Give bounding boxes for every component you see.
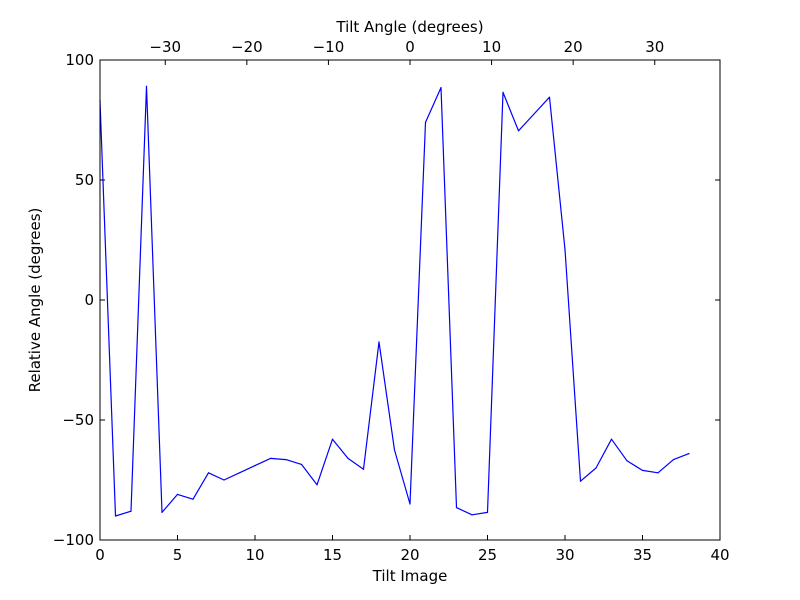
- x-tick-label: 15: [323, 546, 342, 564]
- top-x-tick-label: 10: [482, 38, 501, 56]
- data-point: [564, 249, 566, 251]
- data-point: [300, 463, 303, 465]
- series-line: [99, 85, 690, 517]
- top-x-tick-label: 0: [405, 38, 415, 56]
- data-point: [347, 457, 349, 459]
- data-point: [471, 514, 473, 516]
- y-axis-label: Relative Angle (degrees): [26, 208, 44, 393]
- top-x-axis-label: Tilt Angle (degrees): [335, 18, 483, 36]
- data-point: [595, 467, 597, 469]
- data-point: [130, 510, 132, 512]
- x-tick-label: 10: [245, 546, 264, 564]
- data-point: [626, 460, 628, 462]
- data-point: [688, 453, 690, 455]
- y-tick-label: −50: [62, 411, 94, 429]
- plot-area: [99, 85, 690, 517]
- top-x-tick-label: −30: [149, 38, 181, 56]
- data-point: [672, 459, 675, 461]
- data-point: [548, 96, 551, 98]
- top-x-tick-label: −10: [313, 38, 345, 56]
- data-point: [486, 511, 489, 513]
- data-point: [254, 465, 256, 467]
- y-tick-label: 50: [75, 171, 94, 189]
- data-point: [610, 438, 613, 440]
- data-point: [455, 507, 458, 509]
- y-tick-label: −100: [53, 531, 94, 549]
- data-point: [331, 438, 334, 440]
- data-point: [579, 480, 582, 482]
- data-point: [285, 459, 287, 461]
- data-point: [393, 449, 396, 451]
- x-tick-label: 0: [95, 546, 105, 564]
- data-point: [176, 493, 179, 495]
- x-axis-label: Tilt Image: [372, 567, 448, 585]
- top-x-tick-label: 30: [645, 38, 664, 56]
- axes-frame: [99, 59, 721, 541]
- y-tick-label: 100: [65, 51, 94, 69]
- data-point: [502, 91, 504, 93]
- data-point: [145, 85, 148, 87]
- data-point: [424, 121, 427, 123]
- top-x-tick-label: −20: [231, 38, 263, 56]
- y-tick-label: 0: [84, 291, 94, 309]
- data-point: [192, 498, 194, 500]
- data-point: [223, 479, 225, 481]
- x-tick-label: 40: [710, 546, 729, 564]
- data-point: [378, 341, 380, 343]
- x-tick-label: 25: [478, 546, 497, 564]
- data-point: [440, 87, 442, 89]
- data-point: [517, 130, 520, 132]
- x-tick-label: 30: [555, 546, 574, 564]
- data-point: [316, 484, 318, 486]
- data-point: [533, 113, 535, 115]
- x-tick-label: 35: [633, 546, 652, 564]
- data-point: [161, 511, 163, 513]
- data-point: [238, 472, 241, 474]
- data-point: [657, 472, 659, 474]
- data-point: [114, 515, 117, 517]
- data-point: [362, 468, 365, 470]
- x-tick-label: 5: [173, 546, 183, 564]
- data-point: [269, 457, 272, 459]
- data-point: [409, 503, 411, 505]
- top-x-tick-label: 20: [564, 38, 583, 56]
- data-point: [207, 472, 210, 474]
- data-point: [641, 469, 644, 471]
- x-tick-label: 20: [400, 546, 419, 564]
